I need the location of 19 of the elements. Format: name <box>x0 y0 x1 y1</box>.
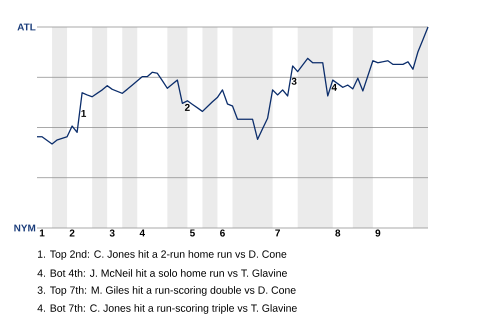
ref-line-label: NYM <box>14 224 36 232</box>
x-tick-label: 8 <box>335 230 340 237</box>
x-tick-label: 1 <box>40 230 45 236</box>
x-tick-label: 3 <box>110 230 115 237</box>
text: 3. Top 7th: M. Giles hit a run-scoring double vs D. Cone <box>38 286 296 296</box>
x-tick-label: 9 <box>375 230 380 237</box>
x-tick-label: 4 <box>140 230 145 236</box>
annotation: 1 <box>81 110 86 117</box>
annotation: 4 <box>332 84 337 91</box>
annotation: 2 <box>184 104 190 111</box>
x-tick-label: 7 <box>275 230 280 236</box>
text: 4. Bot 7th: C. Jones hit a run-scoring triple vs T. Glavine <box>37 304 297 314</box>
x-tick-label: 6 <box>220 230 225 237</box>
ref-line-label: ATL <box>17 24 36 30</box>
text: 1. Top 2nd: C. Jones hit a 2-run home run vs D. Cone <box>38 250 286 260</box>
text: 4. Bot 4th: J. McNeil hit a solo home run vs T. Glavine <box>37 269 287 277</box>
x-tick-label: 2 <box>70 230 74 236</box>
annotation: 3 <box>292 78 297 85</box>
x-tick-label: 5 <box>190 230 195 236</box>
